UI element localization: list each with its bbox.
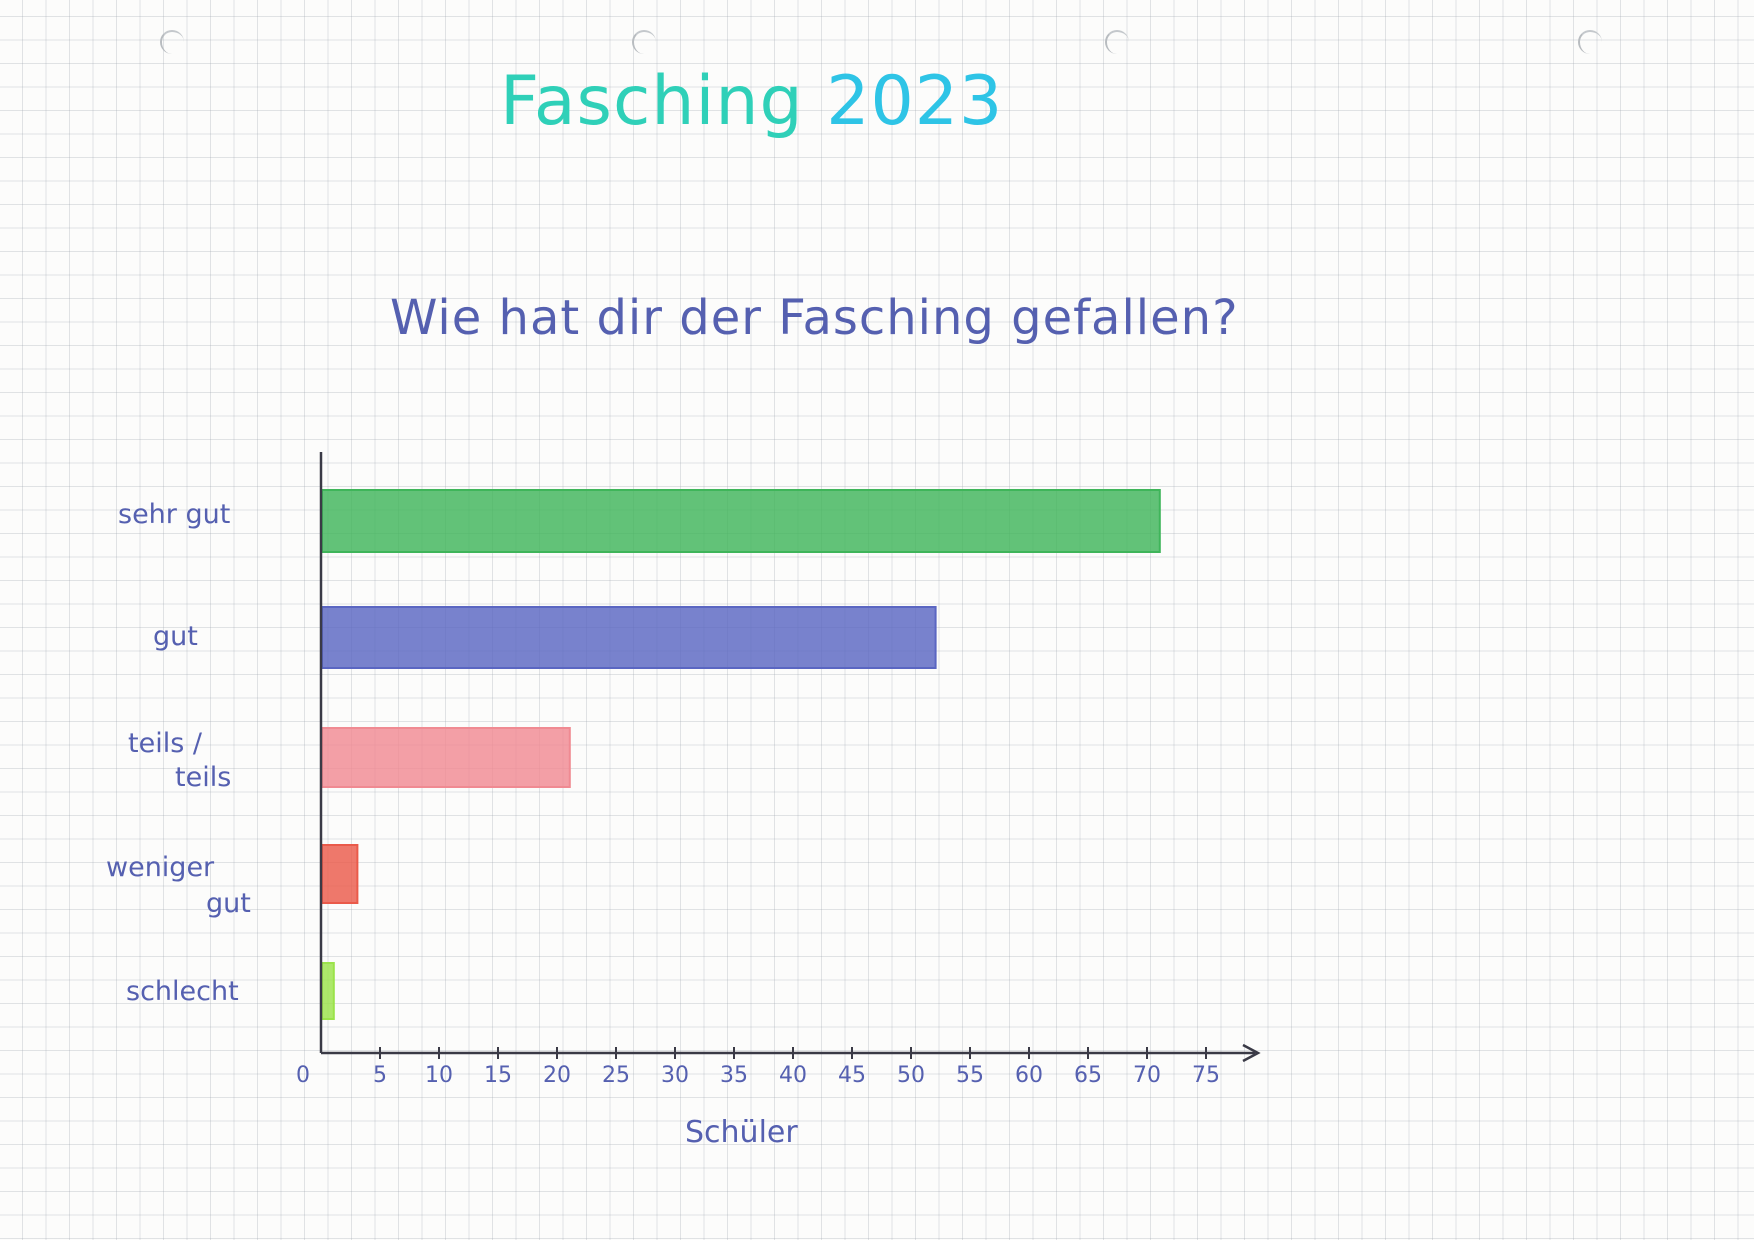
x-tick-label: 10: [425, 1063, 453, 1088]
bar-gut: [321, 606, 937, 669]
punch-hole-icon: [632, 30, 656, 54]
bar-weniger-gut: [321, 844, 359, 904]
x-axis-arrow-icon: [1242, 1043, 1261, 1063]
x-tick-label: 55: [956, 1063, 984, 1088]
bar-teils-teils: [321, 727, 571, 788]
title-year: 2023: [826, 62, 1004, 141]
x-tick-label: 60: [1015, 1063, 1043, 1088]
x-tick-label: 0: [296, 1063, 310, 1088]
x-tick-label: 30: [661, 1063, 689, 1088]
x-tick-label: 75: [1192, 1063, 1220, 1088]
bar-sehr-gut: [321, 489, 1161, 553]
punch-hole-icon: [1578, 30, 1602, 54]
x-tick-label: 5: [373, 1063, 387, 1088]
category-label: weniger: [106, 852, 215, 883]
x-axis-title: Schüler: [685, 1115, 798, 1150]
category-label: sehr gut: [118, 499, 230, 530]
page-title: Fasching 2023: [500, 62, 1003, 141]
x-tick-label: 15: [484, 1063, 512, 1088]
x-tick-label: 25: [602, 1063, 630, 1088]
x-tick-label: 65: [1074, 1063, 1102, 1088]
chart-question: Wie hat dir der Fasching gefallen?: [390, 290, 1239, 346]
x-tick-label: 50: [897, 1063, 925, 1088]
category-label: teils: [175, 762, 231, 793]
category-label: teils /: [128, 728, 203, 759]
x-tick-label: 45: [838, 1063, 866, 1088]
category-label: gut: [153, 621, 198, 652]
title-word-fasching: Fasching: [500, 62, 804, 141]
x-tick-label: 40: [779, 1063, 807, 1088]
x-tick-label: 70: [1133, 1063, 1161, 1088]
x-tick-label: 35: [720, 1063, 748, 1088]
category-label: schlecht: [126, 976, 239, 1007]
punch-hole-icon: [1105, 30, 1129, 54]
bar-schlecht: [321, 962, 335, 1020]
x-tick-label: 20: [543, 1063, 571, 1088]
punch-hole-icon: [160, 30, 184, 54]
category-label: gut: [206, 888, 251, 919]
